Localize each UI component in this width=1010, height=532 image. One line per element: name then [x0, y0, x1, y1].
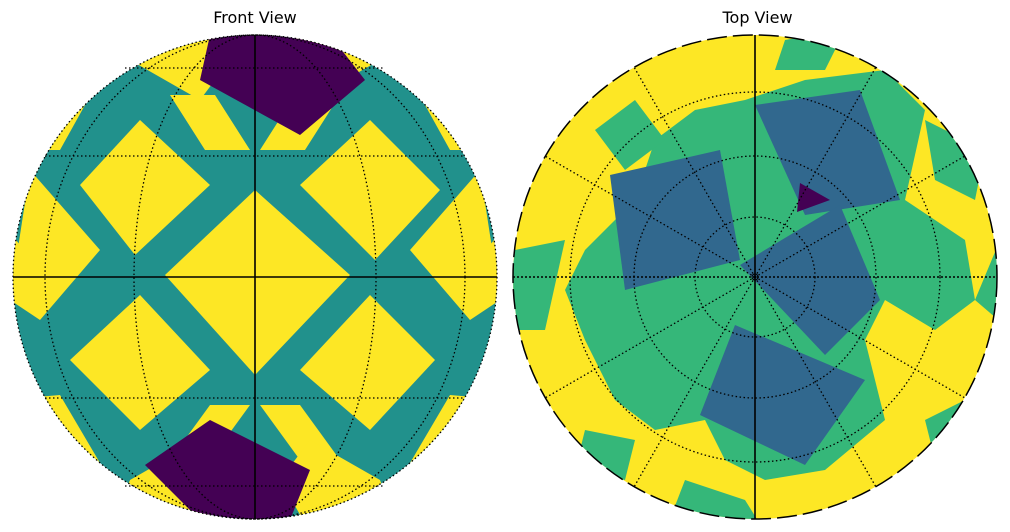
front-purple-cap-top	[200, 35, 365, 135]
front-yellow-patch	[165, 190, 350, 375]
top-blue-square	[740, 205, 880, 355]
top-blue-square	[610, 150, 740, 290]
top-green-region	[975, 240, 997, 330]
top-view-sphere	[512, 34, 998, 520]
top-green-region	[513, 240, 565, 330]
front-yellow-patch	[13, 170, 100, 320]
front-yellow-patch	[70, 295, 210, 430]
top-green-region	[595, 100, 665, 170]
top-green-region	[665, 480, 765, 519]
front-yellow-patch	[80, 120, 210, 255]
top-blue-square	[755, 90, 900, 215]
front-view-panel: Front View	[12, 8, 498, 520]
top-view-panel: Top View	[505, 0, 1010, 532]
front-yellow-patch	[300, 120, 440, 260]
top-blue-square	[700, 325, 865, 465]
top-green-region	[925, 120, 985, 200]
top-center-marker	[751, 273, 759, 281]
top-view-title: Top View	[722, 8, 793, 27]
front-view-title: Front View	[213, 8, 297, 27]
front-purple-cap-bottom	[145, 420, 310, 519]
front-yellow-patch	[410, 170, 497, 320]
front-yellow-patch	[300, 295, 435, 430]
front-yellow-patch	[170, 95, 250, 150]
front-view-sphere	[12, 34, 498, 520]
